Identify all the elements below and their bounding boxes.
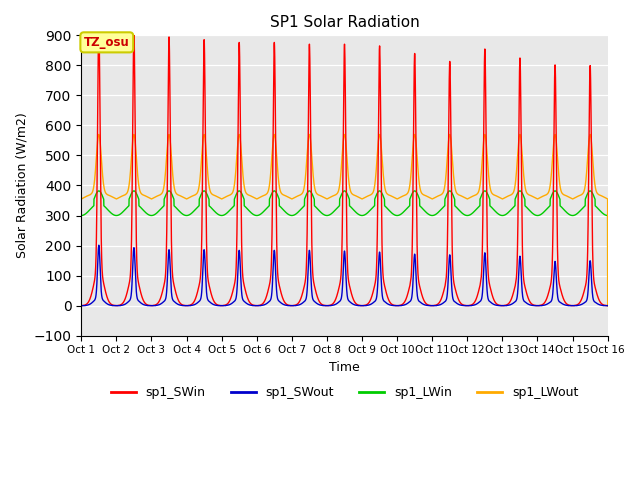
sp1_LWin <box>463 213 470 218</box>
sp1_SWout <box>351 302 358 308</box>
sp1_SWout <box>564 302 572 308</box>
sp1_SWin <box>463 303 470 309</box>
sp1_LWin <box>351 208 358 214</box>
Title: SP1 Solar Radiation: SP1 Solar Radiation <box>269 15 419 30</box>
Y-axis label: Solar Radiation (W/m2): Solar Radiation (W/m2) <box>15 113 28 258</box>
sp1_SWin <box>351 300 358 305</box>
sp1_SWin <box>604 303 612 309</box>
sp1_LWin <box>604 303 612 309</box>
Legend: sp1_SWin, sp1_SWout, sp1_LWin, sp1_LWout: sp1_SWin, sp1_SWout, sp1_LWin, sp1_LWout <box>106 382 583 405</box>
sp1_LWin <box>95 188 102 194</box>
sp1_SWout <box>604 303 612 309</box>
sp1_SWout <box>95 242 102 248</box>
sp1_SWin <box>95 22 102 28</box>
sp1_LWout <box>77 196 85 202</box>
X-axis label: Time: Time <box>329 361 360 374</box>
sp1_LWout <box>79 195 86 201</box>
sp1_LWout <box>564 193 572 199</box>
sp1_SWin <box>251 302 259 308</box>
Line: sp1_LWout: sp1_LWout <box>81 134 608 306</box>
sp1_LWin <box>251 212 259 218</box>
sp1_SWin <box>564 301 572 307</box>
sp1_LWout <box>417 187 424 192</box>
Line: sp1_LWin: sp1_LWin <box>81 191 608 306</box>
Text: TZ_osu: TZ_osu <box>84 36 130 49</box>
sp1_SWin <box>77 303 85 309</box>
sp1_SWin <box>79 303 86 309</box>
sp1_LWin <box>79 213 86 218</box>
sp1_SWout <box>463 303 470 309</box>
sp1_LWout <box>95 132 102 137</box>
sp1_LWout <box>463 196 470 202</box>
Line: sp1_SWout: sp1_SWout <box>81 245 608 306</box>
sp1_SWout <box>79 303 86 309</box>
sp1_LWout <box>604 303 612 309</box>
sp1_SWout <box>251 303 259 309</box>
Line: sp1_SWin: sp1_SWin <box>81 25 608 306</box>
sp1_SWin <box>417 287 424 292</box>
sp1_SWout <box>417 300 424 305</box>
sp1_LWin <box>77 213 85 218</box>
sp1_LWin <box>564 210 572 216</box>
sp1_LWin <box>417 204 424 209</box>
sp1_LWout <box>251 195 259 201</box>
sp1_LWout <box>351 192 358 198</box>
sp1_SWout <box>77 303 85 309</box>
